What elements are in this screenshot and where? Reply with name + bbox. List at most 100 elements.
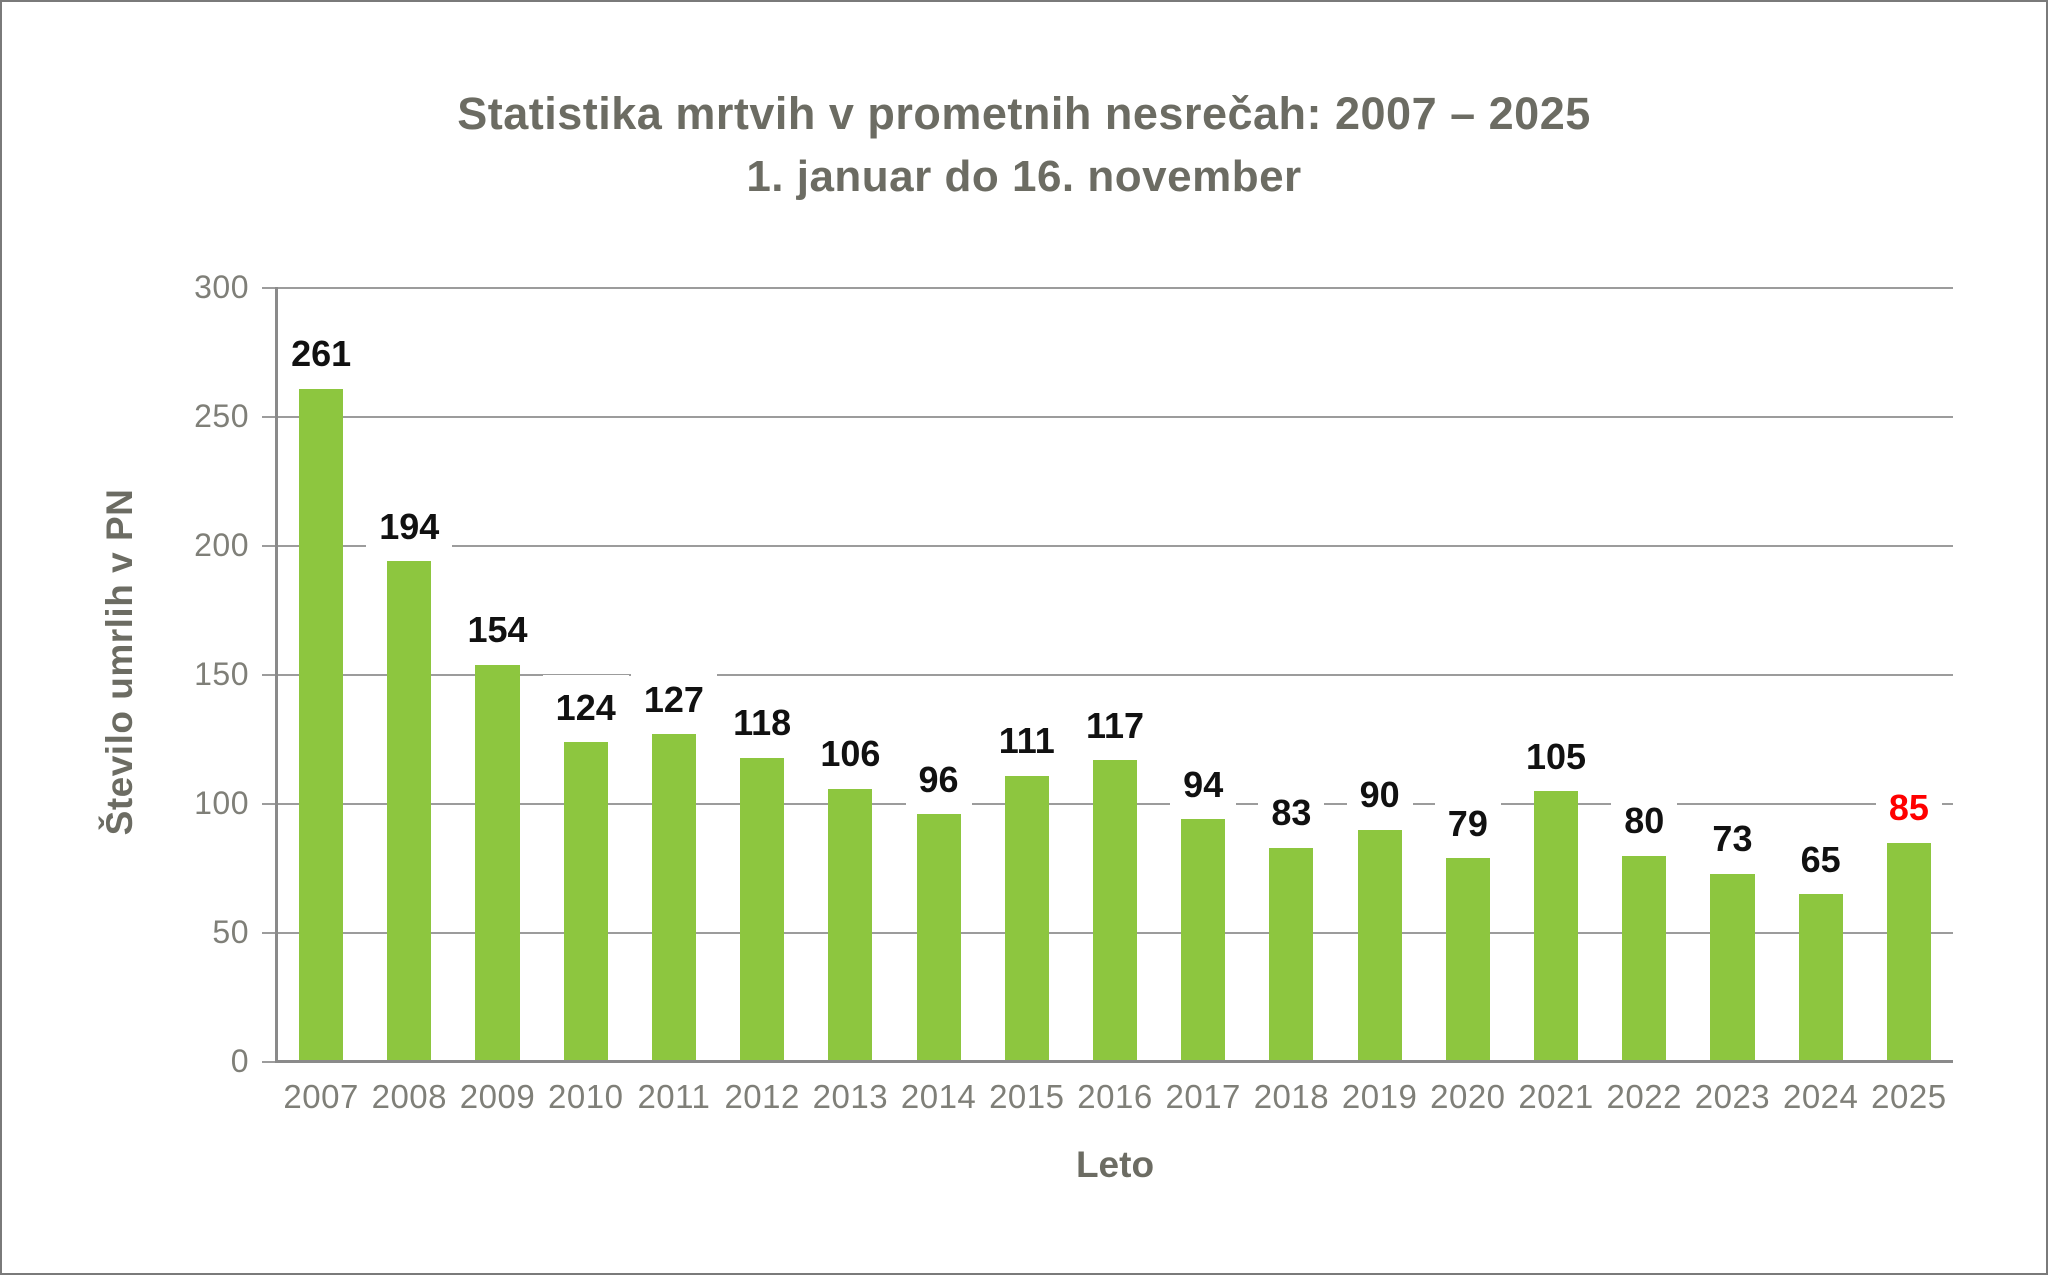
bar-2018 — [1269, 847, 1314, 1062]
y-axis-tick — [262, 932, 277, 934]
bar-2017 — [1181, 819, 1226, 1062]
x-tick-label-2018: 2018 — [1253, 1078, 1330, 1115]
bar-2009 — [475, 664, 520, 1062]
bar-2022 — [1622, 855, 1667, 1062]
y-axis-tick — [262, 287, 277, 289]
bar-2021 — [1534, 791, 1579, 1062]
x-tick-label-2007: 2007 — [283, 1078, 359, 1115]
bar-2014 — [916, 814, 961, 1062]
y-tick-label: 50 — [212, 913, 249, 950]
value-label-2023: 73 — [1699, 806, 1766, 872]
y-axis-line — [275, 287, 278, 1063]
value-label-slot: 117 — [1027, 692, 1203, 759]
value-label-2015: 111 — [985, 708, 1068, 774]
bar-2016 — [1092, 760, 1138, 1062]
value-label-slot: 124 — [498, 674, 674, 741]
value-label-slot: 79 — [1380, 790, 1556, 857]
bar-2015 — [1004, 775, 1049, 1062]
value-label-2024: 65 — [1787, 826, 1854, 893]
y-axis-tick — [262, 674, 277, 676]
value-label-2007: 261 — [278, 321, 365, 387]
value-label-slot: 80 — [1556, 788, 1732, 854]
x-tick-label-2016: 2016 — [1077, 1078, 1153, 1115]
bar-2010 — [563, 742, 608, 1062]
y-axis-tick — [262, 544, 277, 547]
bar-2007 — [299, 388, 344, 1062]
gridline — [277, 544, 1953, 547]
value-label-slot: 111 — [939, 708, 1115, 774]
value-label-2016: 117 — [1072, 692, 1158, 759]
value-label-slot: 65 — [1732, 826, 1908, 893]
x-tick-label-2020: 2020 — [1430, 1078, 1506, 1115]
value-label-slot: 261 — [233, 321, 409, 387]
x-tick-label-2021: 2021 — [1518, 1078, 1594, 1115]
bar-2008 — [387, 561, 432, 1062]
y-axis-tick — [262, 802, 277, 805]
gridline — [277, 415, 1953, 418]
value-label-slot: 85 — [1821, 775, 1997, 841]
x-tick-label-2014: 2014 — [900, 1078, 977, 1115]
value-label-2025: 85 — [1875, 775, 1942, 841]
value-label-2012: 118 — [720, 689, 805, 756]
value-label-slot: 94 — [1115, 751, 1291, 818]
y-tick-label: 250 — [194, 397, 249, 434]
bar-2020 — [1445, 858, 1490, 1062]
gridline — [277, 674, 1953, 676]
value-label-2011: 127 — [630, 666, 717, 733]
bar-2025 — [1886, 842, 1931, 1062]
y-tick-label: 0 — [230, 1042, 249, 1079]
value-label-2020: 79 — [1434, 790, 1501, 857]
value-label-2008: 194 — [366, 493, 453, 560]
x-tick-label-2019: 2019 — [1341, 1078, 1418, 1115]
x-tick-label-2023: 2023 — [1694, 1078, 1771, 1115]
value-label-slot: 90 — [1291, 762, 1467, 828]
y-tick-label: 100 — [194, 784, 249, 821]
value-label-2021: 105 — [1512, 723, 1600, 790]
gridline — [277, 287, 1953, 289]
value-label-slot: 105 — [1468, 723, 1644, 790]
value-label-2018: 83 — [1258, 780, 1325, 846]
x-tick-label-2009: 2009 — [459, 1078, 536, 1115]
x-tick-label-2010: 2010 — [548, 1078, 624, 1115]
x-tick-label-2017: 2017 — [1165, 1078, 1241, 1115]
bar-2013 — [828, 788, 873, 1062]
y-tick-label: 150 — [194, 655, 249, 692]
x-axis-title: Leto — [1075, 1144, 1155, 1185]
value-label-2019: 90 — [1346, 762, 1413, 828]
value-label-2009: 154 — [454, 597, 541, 663]
x-axis-line — [275, 1060, 1953, 1063]
bar-2024 — [1798, 894, 1843, 1062]
value-label-slot: 154 — [409, 597, 585, 663]
x-tick-label-2011: 2011 — [637, 1078, 711, 1115]
value-label-slot: 106 — [762, 720, 938, 787]
bar-2023 — [1710, 873, 1755, 1062]
value-label-2013: 106 — [807, 720, 894, 787]
y-axis-tick — [262, 415, 277, 418]
chart-title: Statistika mrtvih v prometnih nesrečah: … — [457, 88, 1591, 139]
bar-2011 — [651, 734, 696, 1062]
value-label-slot: 127 — [586, 666, 762, 733]
plot-area: 0 50 100 150 200 250 300 261 2007 194 2008 154 2009 1… — [194, 269, 1953, 1115]
x-tick-label-2024: 2024 — [1782, 1078, 1859, 1115]
value-label-2022: 80 — [1611, 788, 1678, 854]
x-tick-label-2022: 2022 — [1606, 1078, 1682, 1115]
x-tick-label-2008: 2008 — [371, 1078, 448, 1115]
x-tick-label-2015: 2015 — [989, 1078, 1065, 1115]
y-tick-label: 300 — [194, 268, 249, 305]
bar-2019 — [1357, 829, 1402, 1062]
value-label-slot: 73 — [1644, 806, 1820, 872]
x-tick-label-2013: 2013 — [812, 1078, 889, 1115]
chart-subtitle: 1. januar do 16. november — [746, 152, 1302, 201]
value-label-slot: 118 — [674, 689, 850, 756]
value-label-slot: 194 — [321, 493, 497, 560]
y-axis-tick — [262, 1061, 277, 1063]
value-label-2017: 94 — [1170, 751, 1237, 818]
y-axis-title: Število umrlih v PN — [99, 488, 140, 836]
y-tick-label: 200 — [194, 526, 249, 563]
value-label-2010: 124 — [542, 674, 629, 741]
x-tick-label-2012: 2012 — [724, 1078, 800, 1115]
x-tick-label-2025: 2025 — [1871, 1078, 1947, 1115]
value-label-slot: 83 — [1203, 780, 1379, 846]
bar-2012 — [740, 757, 785, 1062]
